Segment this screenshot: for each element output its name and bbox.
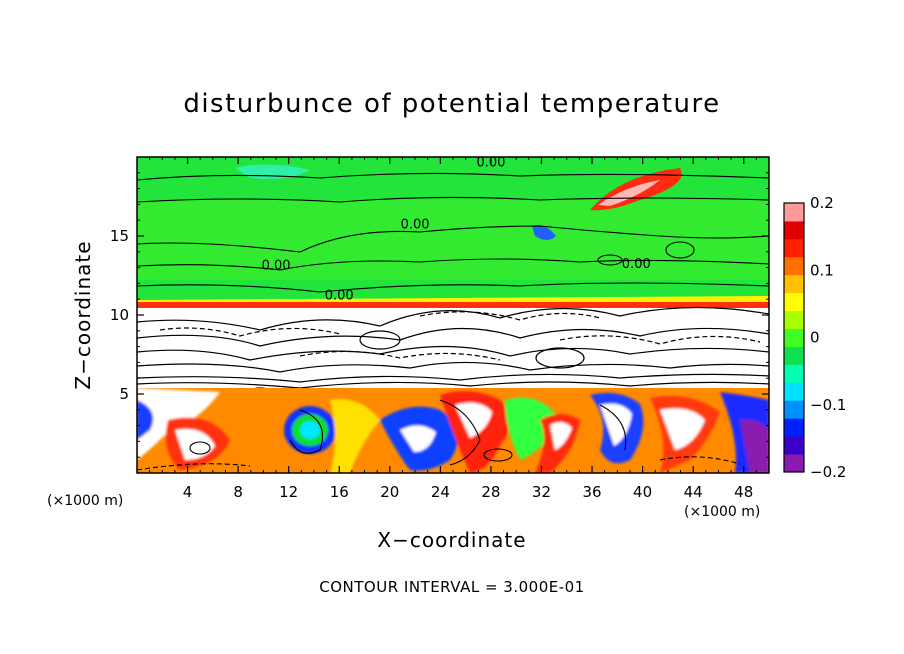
y-axis-ticks: 5 10 15	[110, 172, 769, 458]
colorbar-swatch	[784, 346, 804, 365]
x-tick-label: 40	[633, 483, 652, 501]
field-red-band	[137, 302, 769, 308]
x-tick-label: 44	[684, 483, 703, 501]
contour-label: 0.00	[476, 156, 505, 171]
colorbar-tick-label: 0.2	[810, 194, 834, 212]
x-tick-label: 8	[233, 483, 243, 501]
y-tick-label: 15	[110, 227, 129, 245]
contour-labels: 0.00 0.00 0.00 0.00 0.00	[262, 156, 651, 304]
colorbar-tick-label: −0.1	[810, 396, 846, 414]
contour-lines-upper	[137, 172, 769, 293]
y-tick-label: 10	[110, 306, 129, 324]
field-blue-patch	[532, 225, 556, 240]
x-axis-ticks: 4 8 12 16 20 24 28 32 36 40 44 48	[149, 157, 757, 501]
colorbar-tick-label: 0.1	[810, 261, 834, 279]
x-tick-label: 4	[183, 483, 193, 501]
contour-label: 0.00	[622, 257, 651, 272]
colorbar-swatch	[784, 382, 804, 401]
colorbar-tick-label: −0.2	[810, 463, 846, 481]
colorbar-swatch	[784, 364, 804, 383]
colorbar-swatch	[784, 292, 804, 312]
plot-area	[137, 157, 769, 473]
x-tick-label: 36	[582, 483, 601, 501]
colorbar-tick-label: 0	[810, 329, 820, 347]
contour-interval-note: CONTOUR INTERVAL = 3.000E-01	[319, 578, 584, 596]
y-axis-label: Z−coordinate	[71, 240, 95, 389]
colorbar-swatch	[784, 310, 804, 330]
x-unit-left: (×1000 m)	[47, 493, 123, 509]
x-tick-label: 16	[330, 483, 349, 501]
x-unit-right: (×1000 m)	[684, 504, 760, 520]
colorbar-swatch	[784, 220, 804, 240]
contour-label: 0.00	[401, 217, 430, 232]
colorbar-swatch	[784, 328, 804, 347]
y-tick-label: 5	[119, 385, 129, 403]
colorbar	[783, 202, 805, 473]
colorbar-swatch	[784, 400, 804, 419]
colorbar-ticks: 0.2 0.1 0 −0.1 −0.2	[810, 194, 846, 481]
contour-label: 0.00	[325, 288, 354, 303]
x-tick-label: 20	[380, 483, 399, 501]
colorbar-swatch	[784, 418, 804, 437]
colorbar-swatch	[784, 256, 804, 276]
colorbar-frame	[783, 202, 805, 473]
chart-title: disturbunce of potential temperature	[183, 89, 720, 119]
x-axis-label: X−coordinate	[377, 528, 526, 552]
x-tick-label: 28	[481, 483, 500, 501]
x-tick-label: 32	[532, 483, 551, 501]
field-lower-eddies	[137, 388, 769, 473]
x-tick-label: 12	[279, 483, 298, 501]
contour-lines-lower	[137, 399, 741, 471]
field-upper-band	[137, 200, 769, 280]
colorbar-swatch	[784, 203, 804, 222]
contour-label: 0.00	[262, 258, 291, 273]
field-pink-core	[598, 180, 660, 206]
colorbar-swatch	[784, 274, 804, 294]
colorbar-swatch	[784, 238, 804, 258]
colorbar-swatch	[784, 454, 804, 473]
colorbar-swatch	[784, 436, 804, 455]
x-tick-label: 48	[734, 483, 753, 501]
x-tick-label: 24	[431, 483, 450, 501]
